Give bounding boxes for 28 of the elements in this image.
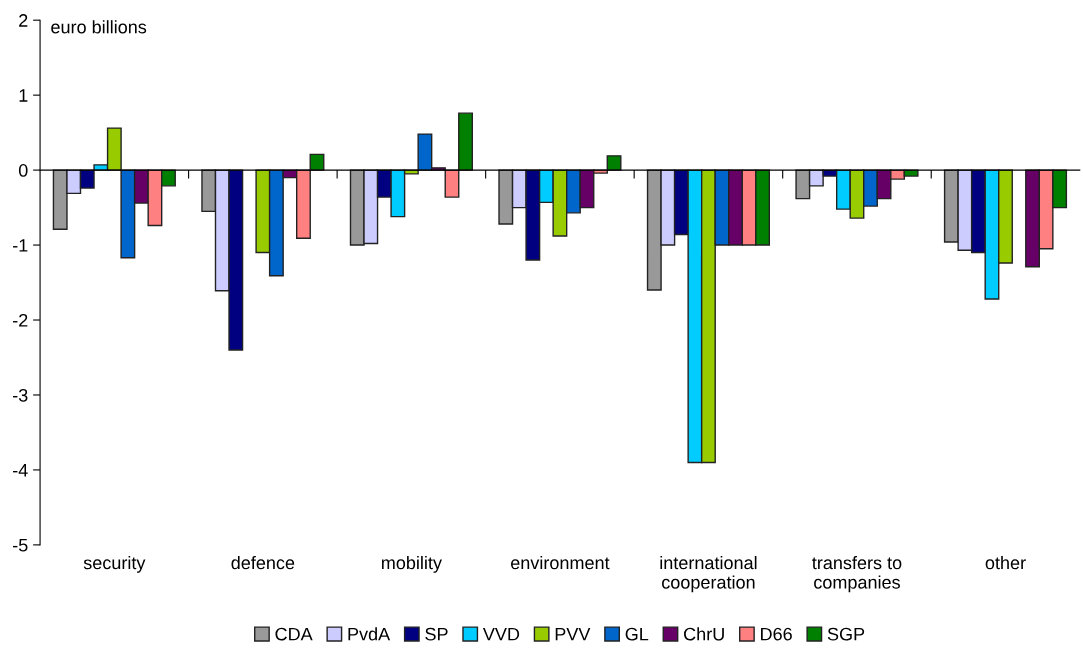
legend-label: PvdA bbox=[348, 627, 391, 641]
y-tick-label: 1 bbox=[19, 89, 28, 102]
y-tick-label: -1 bbox=[13, 239, 28, 252]
bar bbox=[606, 155, 622, 171]
x-tick-label: transfers to companies bbox=[812, 556, 902, 593]
legend-label: CDA bbox=[275, 627, 313, 641]
y-tick-label: -5 bbox=[13, 539, 28, 552]
legend-label: GL bbox=[625, 627, 649, 641]
x-tick-label: international cooperation bbox=[660, 556, 757, 593]
x-tick-label: other bbox=[985, 556, 1026, 570]
y-tick-label: -4 bbox=[13, 464, 28, 477]
legend-label: PVV bbox=[555, 627, 591, 641]
x-tick-label: environment bbox=[511, 556, 610, 570]
y-tick-label: 0 bbox=[18, 164, 28, 177]
legend-label: ChrU bbox=[684, 627, 724, 641]
legend-label: SP bbox=[425, 627, 448, 641]
bar bbox=[458, 112, 473, 171]
y-axis-title: euro billions bbox=[51, 20, 147, 34]
y-tick-label: -3 bbox=[13, 388, 28, 402]
x-tick-label: defence bbox=[231, 556, 295, 570]
x-tick-label: security bbox=[83, 556, 146, 573]
y-tick-label: -2 bbox=[13, 313, 28, 327]
x-tick-label: mobility bbox=[381, 556, 442, 573]
legend-label: SGP bbox=[827, 627, 865, 641]
legend-label: VVD bbox=[482, 627, 520, 641]
y-tick-label: 2 bbox=[19, 14, 28, 27]
legend-label: D66 bbox=[761, 627, 792, 641]
bar bbox=[444, 169, 460, 198]
